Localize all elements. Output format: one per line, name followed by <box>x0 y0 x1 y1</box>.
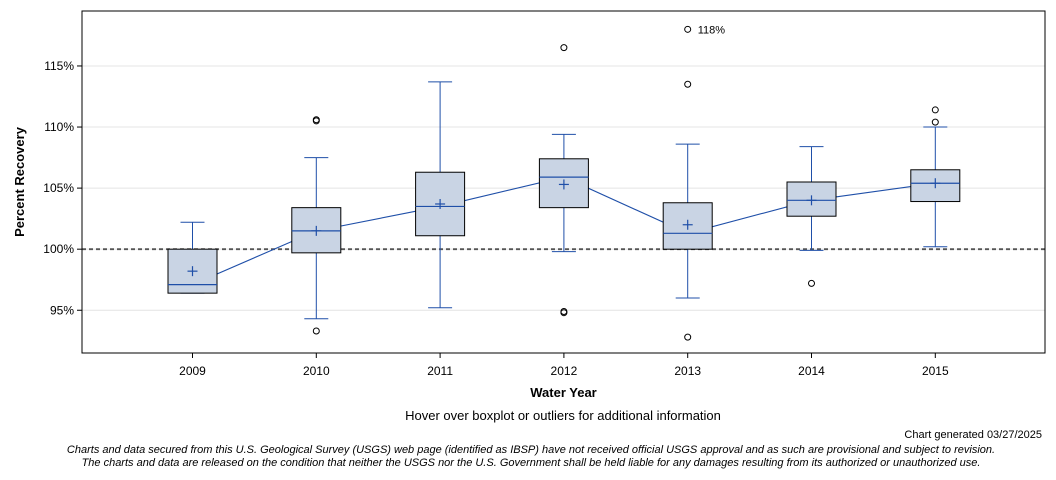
x-tick-label: 2011 <box>427 364 453 378</box>
box-2010[interactable] <box>291 116 342 335</box>
y-tick-label: 100% <box>43 242 74 256</box>
box-2014[interactable] <box>786 146 837 287</box>
chart-generated-date: Chart generated 03/27/2025 <box>904 429 1042 441</box>
y-axis-title: Percent Recovery <box>12 126 27 237</box>
iqr-box[interactable] <box>167 248 218 294</box>
outlier-point[interactable] <box>560 307 568 315</box>
outlier-point[interactable] <box>684 80 692 88</box>
box-2012[interactable] <box>538 44 589 317</box>
x-tick-label: 2015 <box>922 364 949 378</box>
hover-note: Hover over boxplot or outliers for addit… <box>405 408 721 423</box>
outlier-point[interactable] <box>808 279 815 287</box>
outlier-point[interactable] <box>931 106 939 114</box>
disclaimer-line-1: Charts and data secured from this U.S. G… <box>66 444 996 456</box>
boxplot-chart: 118% 95% 100% 105% 110% 115% 2009 2010 2011 201… <box>12 10 1046 400</box>
x-tick-label: 2012 <box>551 364 578 378</box>
boxes-group[interactable]: 118% <box>167 24 961 341</box>
outlier-point[interactable] <box>684 333 692 341</box>
disclaimer-line-2: The charts and data are released on the … <box>81 457 981 469</box>
x-axis: 2009 2010 2011 2012 2013 2014 2015 <box>179 353 949 378</box>
y-tick-label: 95% <box>50 303 74 317</box>
outlier-annotation: 118% <box>698 24 726 36</box>
outlier-point[interactable] <box>931 118 939 126</box>
y-tick-label: 110% <box>44 120 74 134</box>
box-2015[interactable] <box>910 106 961 248</box>
box-2011[interactable] <box>415 81 466 309</box>
box-2009[interactable] <box>167 221 218 294</box>
y-tick-label: 115% <box>44 59 74 73</box>
outlier-point[interactable] <box>560 44 568 52</box>
outlier-point[interactable] <box>684 25 692 33</box>
x-tick-label: 2010 <box>303 364 330 378</box>
x-tick-label: 2009 <box>179 364 206 378</box>
outlier-point[interactable] <box>312 327 320 335</box>
x-axis-title: Water Year <box>530 385 597 400</box>
y-tick-label: 105% <box>43 181 74 195</box>
x-tick-label: 2014 <box>798 364 825 378</box>
y-axis: 95% 100% 105% 110% 115% <box>43 59 82 317</box>
x-tick-label: 2013 <box>674 364 701 378</box>
box-2013[interactable] <box>662 25 713 341</box>
outlier-point[interactable] <box>312 116 320 124</box>
